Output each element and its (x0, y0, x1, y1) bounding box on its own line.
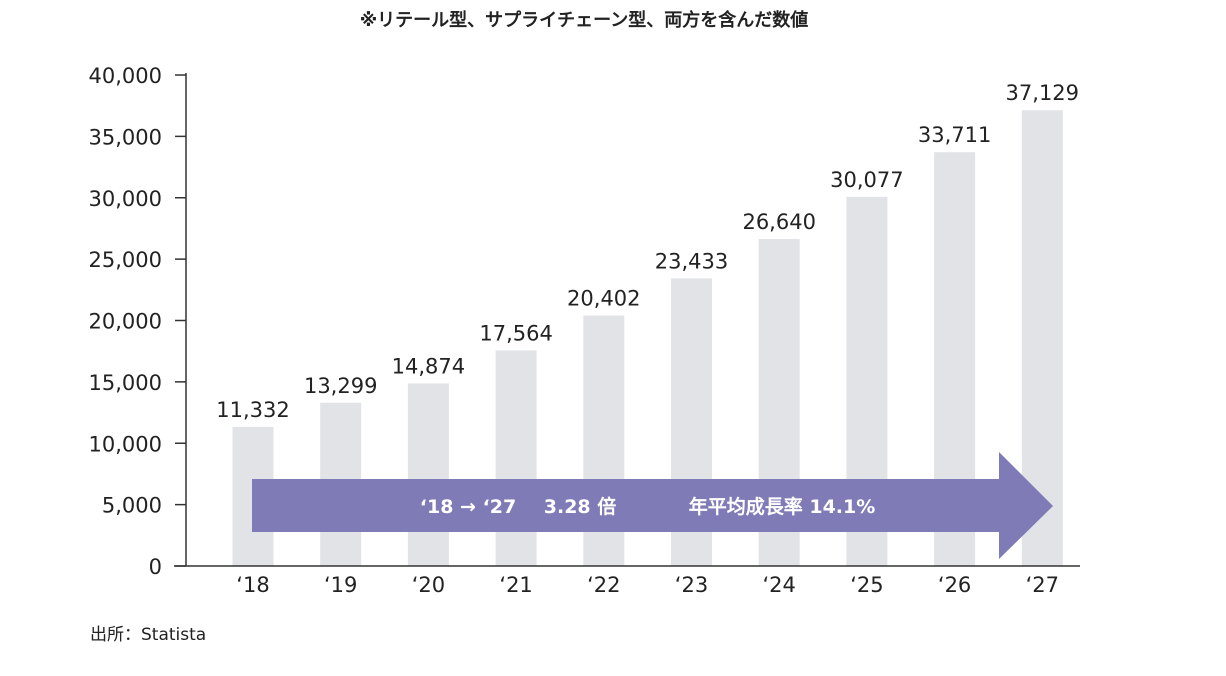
y-tick-label: 40,000 (89, 64, 162, 88)
y-tick-label: 25,000 (89, 248, 162, 272)
x-axis-ticks: ‘18 ‘19 ‘20 ‘21 ‘22 ‘23 ‘24 ‘25 ‘26 ‘27 (236, 573, 1059, 597)
y-tick-label: 5,000 (102, 494, 162, 518)
y-tick-label: 30,000 (89, 187, 162, 211)
bar (495, 350, 537, 566)
x-tick-label: ‘22 (587, 573, 620, 597)
chart-title: ※リテール型、サプライチェーン型、両方を含んだ数値 (360, 9, 809, 31)
bar-value-label: 26,640 (742, 210, 815, 234)
bar-value-label: 30,077 (830, 168, 903, 192)
bar-value-label: 23,433 (655, 249, 728, 273)
x-tick-label: ‘23 (675, 573, 708, 597)
growth-arrow-shape (252, 452, 1053, 559)
growth-cagr-label: 年平均成長率 14.1% (689, 495, 876, 518)
bar-value-label: 14,874 (392, 354, 465, 378)
growth-multiple-label: 3.28 倍 (544, 495, 617, 518)
y-tick-label: 0 (149, 555, 162, 579)
bar-value-label: 11,332 (216, 398, 289, 422)
x-tick-label: ‘20 (412, 573, 445, 597)
x-tick-label: ‘19 (324, 573, 357, 597)
x-tick-label: ‘24 (762, 573, 795, 597)
x-tick-label: ‘27 (1026, 573, 1059, 597)
x-tick-label: ‘21 (499, 573, 532, 597)
bar-value-label: 33,711 (918, 123, 991, 147)
bar (407, 383, 449, 566)
growth-period-label: ‘18 → ‘27 (420, 496, 516, 518)
bar-value-label: 17,564 (479, 321, 552, 345)
y-tick-label: 20,000 (89, 310, 162, 334)
x-tick-label: ‘18 (236, 573, 269, 597)
bar-value-label: 37,129 (1006, 81, 1079, 105)
y-tick-label: 15,000 (89, 371, 162, 395)
bar-value-label: 13,299 (304, 374, 377, 398)
x-tick-label: ‘25 (850, 573, 883, 597)
source-note: 出所：Statista (90, 625, 206, 645)
x-tick-label: ‘26 (938, 573, 971, 597)
y-tick-label: 35,000 (89, 125, 162, 149)
y-tick-label: 10,000 (89, 432, 162, 456)
growth-arrow: ‘18 → ‘27 3.28 倍 年平均成長率 14.1% (252, 452, 1053, 559)
y-axis-ticks: 0 5,000 10,000 15,000 20,000 25,000 30,000 35,0… (89, 64, 186, 579)
bar-value-label: 20,402 (567, 287, 640, 311)
